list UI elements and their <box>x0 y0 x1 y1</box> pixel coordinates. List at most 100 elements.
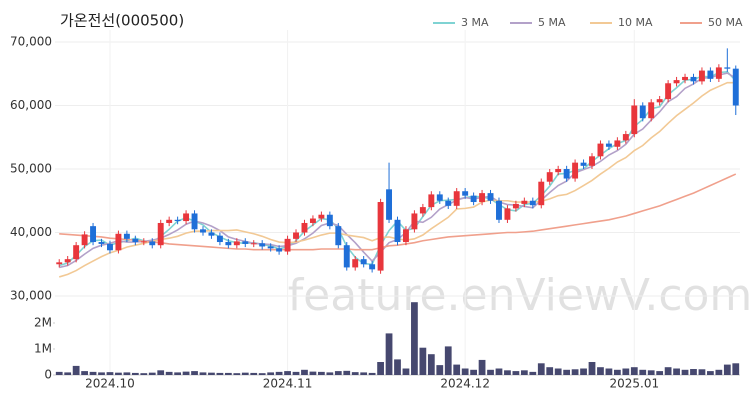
volume-bar <box>504 370 511 375</box>
volume-bar <box>554 368 562 375</box>
volume-bar <box>698 369 706 375</box>
candle-body <box>107 243 113 251</box>
volume-bar <box>241 372 249 375</box>
candle-body <box>715 67 722 79</box>
volume-bar <box>453 364 461 375</box>
candle-body <box>174 219 181 222</box>
candle-body <box>589 156 595 166</box>
candle-body <box>191 213 198 230</box>
candle-body <box>56 262 63 265</box>
candle-body <box>369 264 376 270</box>
candle-body <box>453 191 460 206</box>
volume-bar <box>377 362 384 375</box>
volume-bar <box>89 371 97 375</box>
candle-body <box>682 76 688 81</box>
candle-body <box>605 143 612 147</box>
volume-bar <box>461 368 469 375</box>
volume-bar <box>732 363 740 375</box>
volume-bar <box>605 368 613 375</box>
volume-bar <box>301 369 308 375</box>
volume-bar <box>647 370 655 375</box>
volume-bar <box>174 372 182 375</box>
candle-body <box>445 200 452 206</box>
candle-body <box>149 241 156 246</box>
x-tick-label: 2024.11 <box>263 377 313 391</box>
candle-body <box>479 193 486 203</box>
y-tick-label: 70,000 <box>10 35 52 49</box>
volume-bar <box>81 371 88 375</box>
candle-body <box>326 214 333 227</box>
candle-body <box>293 232 299 239</box>
volume-bar <box>495 368 503 375</box>
candle-body <box>538 181 545 206</box>
candle-body <box>98 242 105 244</box>
volume-bar <box>131 372 139 375</box>
volume-bar <box>250 372 258 375</box>
volume-bar <box>275 371 283 375</box>
volume-bar <box>537 363 545 375</box>
candle-body <box>318 214 325 219</box>
candle-body <box>343 245 350 268</box>
volume-bar <box>216 372 224 375</box>
volume-bar <box>546 367 554 375</box>
candle-body <box>90 226 97 243</box>
candle-body <box>402 229 409 243</box>
candle-body <box>166 219 173 223</box>
candle-body <box>64 259 71 263</box>
candle-body <box>546 172 553 182</box>
candle-body <box>309 218 316 223</box>
volume-bar <box>309 371 317 375</box>
volume-bar <box>55 371 63 375</box>
candle-body <box>563 169 570 179</box>
candle-body <box>352 259 359 268</box>
candle-body <box>276 248 283 252</box>
candle-body <box>470 195 477 203</box>
candle-body <box>386 189 393 220</box>
candle-body <box>123 233 130 239</box>
candle-body <box>732 68 739 106</box>
candle-body <box>622 134 629 141</box>
candle-body <box>580 162 587 166</box>
volume-bar <box>368 372 376 375</box>
volume-bar <box>98 372 105 375</box>
candle-body <box>377 202 384 271</box>
candle-body <box>360 259 367 265</box>
volume-bar <box>385 333 393 375</box>
x-tick-label: 2024.10 <box>85 377 135 391</box>
legend-label: 10 MA <box>618 16 653 29</box>
candle-body <box>335 226 342 246</box>
volume-bar <box>470 369 477 375</box>
candle-body <box>419 207 426 214</box>
volume-bar <box>267 372 275 375</box>
candle-body <box>301 222 308 233</box>
volume-bar <box>258 373 266 375</box>
volume-bar <box>630 367 638 375</box>
candle-body <box>521 200 528 204</box>
candle-body <box>572 162 579 179</box>
volume-bar <box>140 373 148 375</box>
volume-bar <box>402 368 410 375</box>
candle-body <box>394 219 401 243</box>
volume-bar <box>292 371 300 375</box>
volume-bar <box>478 359 486 375</box>
volume-bar <box>571 369 579 375</box>
y-tick-label: 60,000 <box>10 98 52 112</box>
y-tick-label: 40,000 <box>10 225 52 239</box>
candle-body <box>132 238 139 243</box>
volume-bar <box>343 370 351 375</box>
volume-bar <box>360 372 368 375</box>
candle-body <box>242 241 249 244</box>
volume-bar <box>487 369 494 375</box>
volume-bar <box>224 372 232 375</box>
candle-body <box>225 242 232 246</box>
candle-body <box>631 105 638 135</box>
candle-body <box>462 191 469 196</box>
candle-body <box>183 213 190 222</box>
volume-bar <box>233 373 241 375</box>
volume-bar <box>664 367 672 375</box>
candle-body <box>200 229 206 233</box>
volume-bar <box>157 370 165 375</box>
candle-body <box>216 235 223 243</box>
candle-body <box>555 169 562 173</box>
